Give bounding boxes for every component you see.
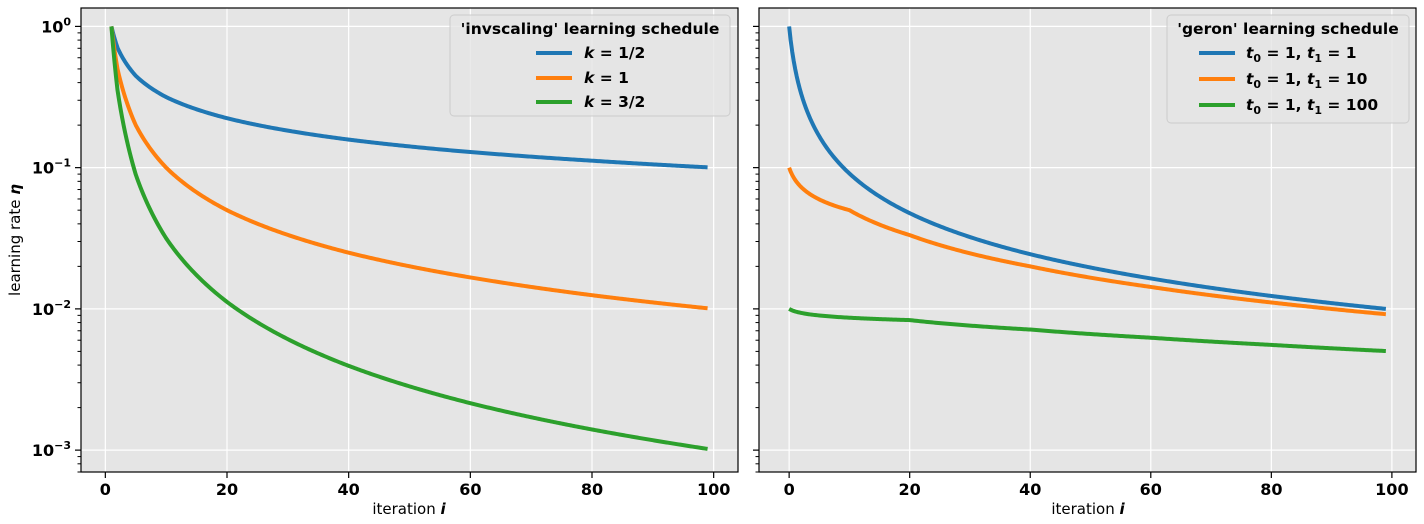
- x-tick-label: 100: [697, 480, 730, 499]
- x-ticks: 0 20 40 60 80 100: [100, 472, 730, 499]
- legend-label-t1-1: t0 = 1, t1 = 1: [1246, 44, 1357, 65]
- x-tick-label: 80: [581, 480, 603, 499]
- geron-panel: 0 20 40 60 80 100 iteration i 'geron' learnin…: [753, 7, 1417, 518]
- series-line-0: [109, 25, 709, 170]
- series-line-1: [787, 166, 1387, 317]
- x-tick-label: 60: [1140, 480, 1162, 499]
- x-tick-label: 40: [1019, 480, 1041, 499]
- series-line-0: [787, 26, 1387, 311]
- legend-label-k-one: k = 1: [584, 69, 629, 87]
- x-tick-label: 100: [1375, 480, 1408, 499]
- y-axis-label: learning rate η: [6, 184, 24, 296]
- legend-label-t1-10: t0 = 1, t1 = 10: [1246, 70, 1368, 91]
- y-ticks: [753, 25, 759, 473]
- plot-frame: [80, 7, 739, 473]
- x-axis-variable: i: [1120, 500, 1126, 518]
- x-tick-label: 0: [100, 480, 111, 499]
- x-tick-label: 60: [459, 480, 481, 499]
- legend-box: [1166, 14, 1410, 124]
- x-axis-label: iteration i: [372, 500, 446, 518]
- legend-title: 'invscaling' learning schedule: [461, 20, 720, 38]
- y-tick-label: 10−1: [32, 157, 71, 178]
- x-axis-variable: i: [441, 500, 447, 518]
- x-tick-label: 40: [338, 480, 360, 499]
- y-tick-label: 100: [41, 15, 71, 36]
- x-ticks: 0 20 40 60 80 100: [784, 472, 1409, 499]
- x-axis-label: iteration i: [1051, 500, 1125, 518]
- legend-label-t1-100: t0 = 1, t1 = 100: [1246, 96, 1378, 117]
- series-line-1: [109, 26, 709, 311]
- x-tick-label: 20: [216, 480, 238, 499]
- legend: 'invscaling' learning schedule k = 1/2 k…: [449, 14, 731, 117]
- series-layer: [787, 26, 1387, 354]
- y-tick-label: 10−2: [32, 298, 71, 319]
- y-axis-variable: η: [6, 184, 24, 195]
- x-tick-label: 80: [1260, 480, 1282, 499]
- legend-label-k-half: k = 1/2: [584, 44, 645, 62]
- x-tick-label: 20: [899, 480, 921, 499]
- series-line-2: [788, 307, 1387, 354]
- y-tick-label: 10−3: [32, 439, 71, 460]
- plot-frame: [758, 7, 1417, 473]
- series-layer: [109, 25, 709, 451]
- y-ticks: 100 10−1 10−2 10−3: [32, 15, 81, 473]
- legend-label-k-three-halves: k = 3/2: [584, 93, 645, 111]
- series-line-2: [109, 26, 709, 451]
- legend-box: [449, 14, 731, 117]
- invscaling-panel: 0 20 40 60 80 100 100 10−1 10−2 10−3 iteration i…: [6, 7, 739, 518]
- legend-title: 'geron' learning schedule: [1177, 20, 1399, 38]
- legend: 'geron' learning schedule t0 = 1, t1 = 1…: [1166, 14, 1410, 124]
- x-tick-label: 0: [784, 480, 795, 499]
